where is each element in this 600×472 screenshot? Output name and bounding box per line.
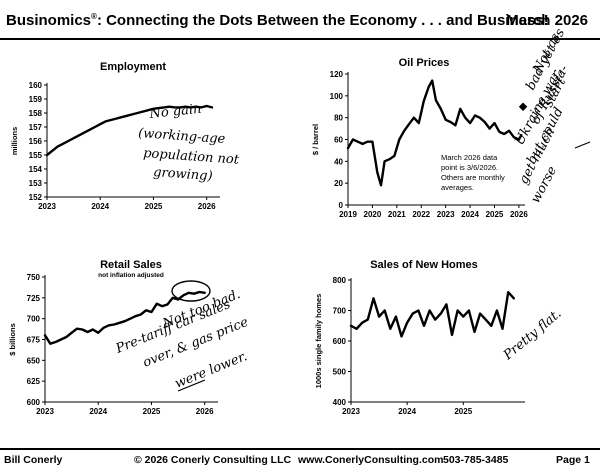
- registered-mark: ®: [91, 12, 97, 21]
- title-brand: Businomics: [6, 12, 92, 29]
- x-tick-label: 2024: [398, 407, 416, 416]
- y-tick-label: 152: [29, 193, 43, 202]
- y-tick-label: 158: [29, 109, 43, 118]
- underline-were: [177, 379, 206, 392]
- footer-copyright: © 2026 Conerly Consulting LLC: [134, 454, 292, 466]
- y-tick-label: 700: [27, 315, 41, 324]
- footer-rule: [0, 448, 600, 450]
- charts-canvas: Employment152153154155156157158159160202…: [8, 26, 591, 416]
- x-tick-label: 2025: [145, 202, 163, 211]
- annotation-working-age: (working-age: [138, 126, 226, 147]
- y-tick-label: 153: [29, 179, 43, 188]
- x-tick-label: 2026: [196, 407, 214, 416]
- footer-website[interactable]: www.ConerlyConsulting.com: [298, 454, 444, 466]
- y-tick-label: 675: [27, 336, 41, 345]
- y-tick-label: 156: [29, 137, 43, 146]
- page-header: Businomics®: Connecting the Dots Between…: [0, 0, 600, 40]
- chart-1: Employment 152 153 154 155 156 157 158 159 160 202…: [10, 61, 240, 211]
- y-tick-label: 650: [27, 356, 41, 365]
- y-tick-label: 800: [333, 276, 347, 285]
- x-tick-label: 2019: [339, 210, 357, 219]
- series-line: [45, 104, 214, 157]
- y-axis-label: $ billions: [8, 323, 17, 356]
- x-tick-label: 2025: [486, 210, 504, 219]
- chart-title: Retail Sales: [100, 259, 162, 271]
- x-tick-label: 2025: [143, 407, 161, 416]
- highlight-circle: [171, 280, 211, 302]
- issue-date: March 2026: [506, 12, 588, 29]
- chart-title: Employment: [100, 61, 166, 73]
- underline-much: [574, 141, 591, 149]
- y-tick-label: 700: [333, 307, 347, 316]
- x-tick-label: 2020: [364, 210, 382, 219]
- footer-author: Bill Conerly: [4, 454, 63, 466]
- y-tick-label: 400: [333, 398, 347, 407]
- series-line: [346, 79, 523, 187]
- x-tick-label: 2023: [38, 202, 56, 211]
- y-tick-label: 40: [334, 157, 343, 166]
- x-tick-label: 2022: [412, 210, 430, 219]
- y-tick-label: 750: [27, 273, 41, 282]
- oil-note-line: Others are monthly: [441, 173, 505, 182]
- x-tick-label: 2024: [91, 202, 109, 211]
- annotation-no-gain: No gain: [148, 102, 202, 122]
- header-rule: [0, 38, 600, 40]
- x-tick-label: 2024: [461, 210, 479, 219]
- x-tick-label: 2021: [388, 210, 406, 219]
- page-title: Businomics®: Connecting the Dots Between…: [6, 12, 549, 29]
- y-tick-label: 725: [27, 294, 41, 303]
- x-tick-label: 2023: [36, 407, 54, 416]
- chart-title: Sales of New Homes: [370, 259, 478, 271]
- y-tick-label: 159: [29, 95, 43, 104]
- annotation-pretty-flat: Pretty flat.: [500, 306, 564, 363]
- chart-subtitle: not inflation adjusted: [98, 272, 164, 279]
- y-tick-label: 154: [29, 165, 43, 174]
- chart-title: Oil Prices: [399, 57, 450, 69]
- x-tick-label: 2024: [89, 407, 107, 416]
- annotation-population: population not: [143, 146, 240, 168]
- march-2026-data-point: [518, 102, 528, 111]
- footer-page-number: Page 1: [556, 454, 590, 466]
- x-tick-label: 2026: [510, 210, 528, 219]
- y-tick-label: 625: [27, 377, 41, 386]
- y-axis-label: 1000s single family homes: [314, 294, 323, 389]
- y-tick-label: 20: [334, 179, 343, 188]
- y-tick-label: 155: [29, 151, 43, 160]
- page-footer: Bill Conerly © 2026 Conerly Consulting L…: [0, 450, 600, 472]
- y-axis-label: millions: [10, 127, 19, 155]
- y-axis-label: $ / barrel: [311, 124, 320, 155]
- series-line: [349, 291, 515, 338]
- x-tick-label: 2025: [454, 407, 472, 416]
- title-tagline: : Connecting the Dots Between the Econom…: [96, 12, 549, 29]
- x-tick-label: 2023: [437, 210, 455, 219]
- chart-2: Oil Prices 0 20 40 60 80 100 120 2019 2020 2021 202…: [311, 26, 591, 219]
- annotation-growing: growing): [153, 165, 213, 184]
- oil-note-line: March 2026 data: [441, 153, 498, 162]
- y-tick-label: 60: [334, 136, 343, 145]
- y-tick-label: 80: [334, 114, 343, 123]
- y-tick-label: 600: [333, 337, 347, 346]
- series-line: [43, 290, 206, 345]
- chart-4: Sales of New Homes 400 500 600 700 800 2023 202…: [314, 259, 564, 416]
- y-tick-label: 500: [333, 368, 347, 377]
- y-tick-label: 600: [27, 398, 41, 407]
- y-tick-label: 157: [29, 123, 43, 132]
- oil-note-line: averages.: [441, 183, 474, 192]
- y-tick-label: 160: [29, 81, 43, 90]
- x-tick-label: 2026: [198, 202, 216, 211]
- y-tick-label: 120: [330, 70, 344, 79]
- x-tick-label: 2023: [342, 407, 360, 416]
- oil-note-line: point is 3/6/2026.: [441, 163, 498, 172]
- y-tick-label: 100: [330, 92, 344, 101]
- annotation-were-lower: were lower.: [173, 349, 250, 392]
- y-tick-label: 0: [339, 201, 344, 210]
- footer-phone: 503-785-3485: [443, 454, 509, 466]
